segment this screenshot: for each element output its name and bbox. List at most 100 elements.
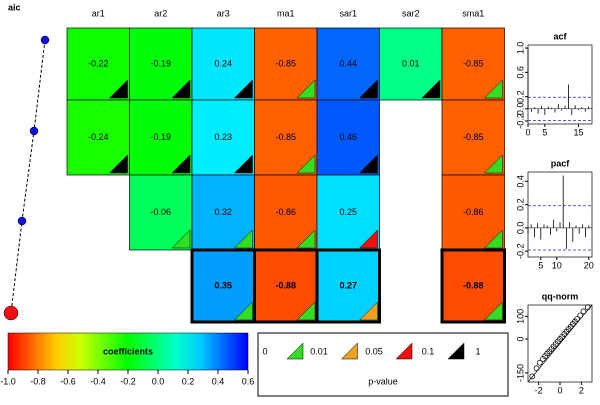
cell-value: 0.01 xyxy=(402,58,420,68)
colorbar-tick-label: 0.2 xyxy=(182,376,195,386)
aic-point xyxy=(40,35,50,45)
aic-point xyxy=(29,126,39,136)
cell xyxy=(191,99,255,176)
cell-value: -0.85 xyxy=(275,132,296,142)
y-tick-label: 0.0 xyxy=(515,103,525,116)
legend-marker xyxy=(340,342,358,360)
point xyxy=(536,359,543,366)
panel-title: pacf xyxy=(551,158,571,168)
x-tick-label: 0 xyxy=(525,127,530,137)
p-value-marker xyxy=(296,79,316,99)
cell xyxy=(441,99,505,176)
cell-value: -0.86 xyxy=(463,207,484,217)
cell-value: 0.27 xyxy=(339,280,357,290)
cell xyxy=(254,27,318,101)
cell-value: -0.88 xyxy=(275,280,296,290)
cell xyxy=(253,248,319,324)
colorbar-tick-label: -0.8 xyxy=(30,376,46,386)
x-tick-label: -2 xyxy=(535,385,543,395)
cell-value: 0.32 xyxy=(214,207,232,217)
point xyxy=(574,316,580,322)
colorbar-tick-label: -0.6 xyxy=(60,376,76,386)
cell xyxy=(254,174,318,251)
x-tick-label: 10 xyxy=(552,260,562,270)
colorbar-tick-label: -0.2 xyxy=(120,376,136,386)
panel-frame xyxy=(527,171,593,258)
p-value-marker xyxy=(358,229,378,249)
legend-title: p-value xyxy=(368,376,398,386)
x-tick-label: 15 xyxy=(574,127,584,137)
panel-title: qq-norm xyxy=(542,291,579,301)
p-value-marker xyxy=(296,229,316,249)
column-label: ar3 xyxy=(217,8,230,18)
colorbar-tick-label: -1.0 xyxy=(0,376,16,386)
y-tick-label: 1.0 xyxy=(515,42,525,55)
cell xyxy=(441,27,505,101)
colorbar-label: coefficients xyxy=(103,346,153,356)
y-tick-label: 100 xyxy=(515,309,525,324)
p-value-marker xyxy=(108,79,128,99)
point xyxy=(580,308,587,315)
cell xyxy=(191,174,255,251)
legend-label: 0.1 xyxy=(422,346,435,356)
cell-value: 0.25 xyxy=(339,207,357,217)
p-value-marker xyxy=(171,79,191,99)
p-value-marker xyxy=(233,79,253,99)
cell-value: -0.88 xyxy=(463,280,484,290)
x-tick-label: 20 xyxy=(584,260,594,270)
panel-frame xyxy=(527,44,593,125)
legend-box xyxy=(257,332,509,397)
x-tick-label: 2 xyxy=(579,385,584,395)
cell xyxy=(316,27,380,101)
cell xyxy=(441,174,505,251)
y-tick-label: -0.2 xyxy=(515,113,525,129)
x-tick-label: 0 xyxy=(557,385,562,395)
aic-line xyxy=(10,39,46,314)
cell xyxy=(66,27,130,101)
y-tick-label: 0.2 xyxy=(515,198,525,211)
x-tick-label: 5 xyxy=(542,127,547,137)
cell-value: 0.35 xyxy=(214,280,232,290)
column-label: ar1 xyxy=(92,8,105,18)
cell-value: -0.85 xyxy=(463,58,484,68)
cell xyxy=(379,27,443,101)
p-value-marker xyxy=(421,79,441,99)
y-tick-label: 0.0 xyxy=(515,222,525,235)
cell xyxy=(129,99,193,176)
legend-marker xyxy=(447,342,465,360)
cell xyxy=(129,174,193,251)
cell-value: -0.19 xyxy=(150,58,171,68)
cell-value: -0.19 xyxy=(150,132,171,142)
x-tick-label: 5 xyxy=(538,260,543,270)
column-label: sar2 xyxy=(402,8,420,18)
p-value-marker xyxy=(171,229,191,249)
column-label: sar1 xyxy=(339,8,357,18)
panel-title: acf xyxy=(553,31,567,41)
cell-value: 0.44 xyxy=(339,58,357,68)
colorbar-tick-label: -0.4 xyxy=(90,376,106,386)
cell-value: 0.23 xyxy=(214,132,232,142)
cell-value: -0.85 xyxy=(463,132,484,142)
p-value-marker xyxy=(296,301,316,321)
p-value-marker xyxy=(233,229,253,249)
p-value-marker xyxy=(233,301,253,321)
point xyxy=(584,304,591,311)
column-label: ma1 xyxy=(277,8,295,18)
cell xyxy=(316,174,380,251)
p-value-marker xyxy=(358,301,378,321)
legend-label: 1 xyxy=(475,346,480,356)
legend-label: 0.05 xyxy=(365,346,383,356)
point xyxy=(577,312,584,319)
p-value-marker xyxy=(358,154,378,174)
p-value-marker xyxy=(296,154,316,174)
point xyxy=(533,365,540,372)
point xyxy=(529,373,536,380)
aic-point xyxy=(17,216,27,226)
p-value-marker xyxy=(483,229,503,249)
colorbar-tick-label: 0.6 xyxy=(242,376,255,386)
cell xyxy=(316,99,380,176)
legend-label: 0 xyxy=(262,346,267,356)
cell xyxy=(440,248,506,324)
p-value-marker xyxy=(483,79,503,99)
